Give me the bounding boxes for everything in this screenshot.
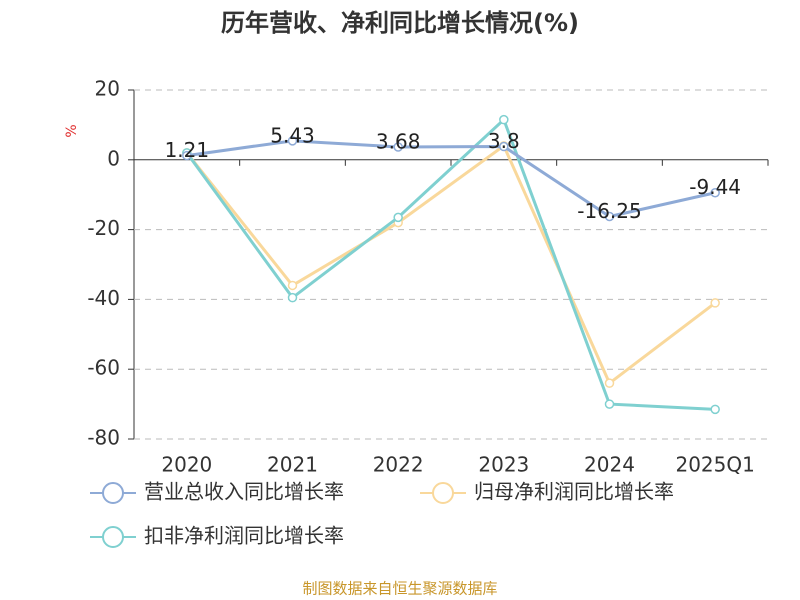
data-point [710,187,720,198]
legend-label: 营业总收入同比增长率 [144,480,344,504]
x-tick-label: 2023 [478,453,529,477]
y-axis-label: % [64,124,80,137]
data-point [499,141,509,152]
legend-marker [102,482,124,504]
data-label: 1.21 [165,138,210,162]
data-point [287,292,298,303]
data-label: -9.44 [689,175,741,199]
y-tick-label: -80 [87,426,120,450]
y-tick-label: 0 [107,146,120,170]
data-point [287,280,298,291]
data-label: 3.68 [376,129,421,153]
data-point [604,211,615,222]
data-point [393,212,403,223]
x-tick-label: 2025Q1 [675,453,754,477]
data-label: -16.25 [577,199,641,223]
series-line [185,117,716,411]
data-point [393,142,403,152]
data-label: 3.8 [488,129,520,153]
data-point [604,399,615,409]
x-tick-label: 2024 [584,453,635,477]
data-point [710,404,720,415]
data-point [499,114,509,125]
x-tick-label: 2022 [373,453,424,477]
y-tick-label: -20 [87,216,120,240]
series-line [185,143,717,386]
legend-marker [102,526,124,548]
legend-label: 归母净利润同比增长率 [474,480,674,504]
data-point [604,378,615,388]
chart-title: 历年营收、净利同比增长情况(%) [221,9,579,37]
data-point [182,150,192,161]
y-tick-label: -40 [87,286,120,310]
legend-marker [432,482,454,504]
source-note: 制图数据来自恒生聚源数据库 [302,580,497,598]
legend-label: 扣非净利润同比增长率 [144,524,344,548]
y-tick-label: 20 [95,77,120,101]
data-point [710,298,720,308]
series-line [186,139,716,219]
x-tick-label: 2021 [267,453,318,477]
y-tick-label: -60 [87,356,120,380]
data-label: 5.43 [270,123,315,147]
data-point [287,136,298,146]
x-tick-label: 2020 [161,453,212,477]
